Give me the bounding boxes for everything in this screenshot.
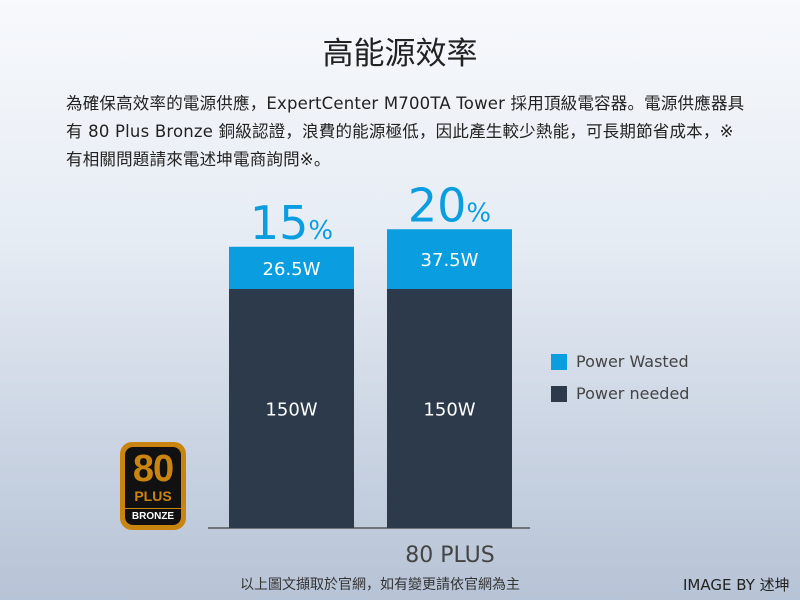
badge-plus: PLUS <box>134 488 172 504</box>
legend-item-needed: Power needed <box>551 384 689 403</box>
x-axis-label: 80 PLUS <box>405 543 495 568</box>
80-plus-bronze-logo: 80 PLUS BRONZE <box>120 442 186 530</box>
legend-label-needed: Power needed <box>576 384 690 403</box>
badge-80: 80 <box>132 448 174 490</box>
legend-item-wasted: Power Wasted <box>551 352 689 371</box>
bar-needed-1 <box>229 289 354 528</box>
image-credit: IMAGE BY 述坤 <box>683 576 790 594</box>
page-title: 高能源效率 <box>322 36 478 72</box>
data-label-needed-1: 150W <box>265 400 317 421</box>
bar-wasted-2 <box>387 229 512 289</box>
footer-note: 以上圖文擷取於官網，如有變更請依官網為主 <box>240 577 520 593</box>
bar-wasted-1 <box>229 246 354 289</box>
badge-bronze: BRONZE <box>125 508 181 525</box>
data-label-wasted-2: 37.5W <box>421 250 479 271</box>
legend-swatch-wasted <box>551 353 567 370</box>
bar-needed-2 <box>387 289 512 528</box>
data-label-needed-2: 150W <box>423 400 475 421</box>
legend-swatch-needed <box>551 385 567 402</box>
legend-label-wasted: Power Wasted <box>576 352 689 371</box>
data-label-wasted-1: 26.5W <box>263 259 321 280</box>
percent-label-2: 20% <box>408 178 491 232</box>
description: 為確保高效率的電源供應，ExpertCenter M700TA Tower 採用… <box>66 94 745 169</box>
percent-label-1: 15% <box>250 196 333 250</box>
